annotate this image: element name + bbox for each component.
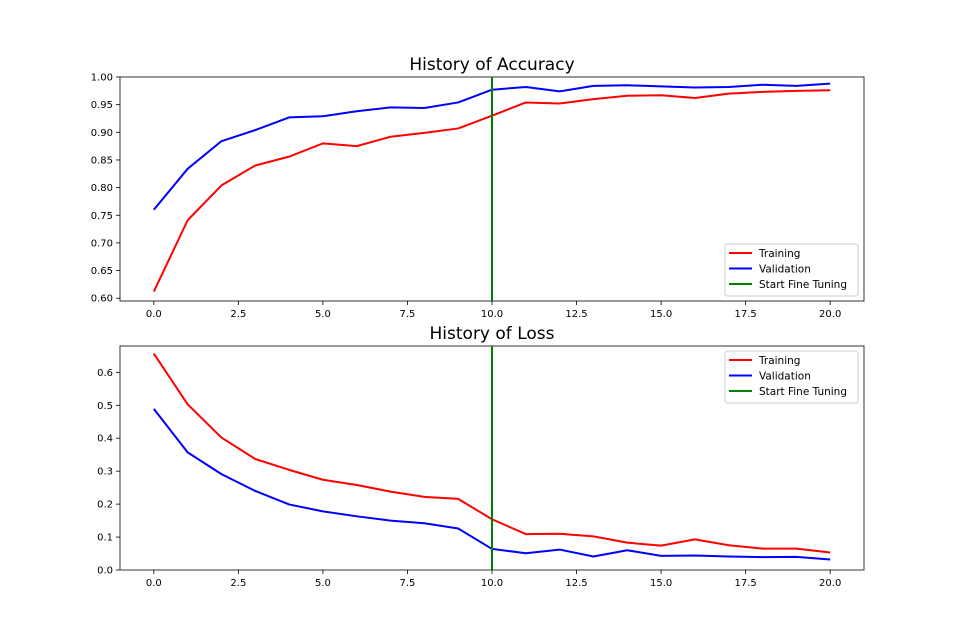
loss-x-tick-label: 7.5 — [400, 578, 416, 589]
accuracy-y-tick-label: 1.00 — [91, 73, 113, 84]
loss-x-tick-label: 17.5 — [735, 578, 757, 589]
accuracy-legend-label: Start Fine Tuning — [759, 279, 847, 291]
accuracy-y-tick-label: 0.90 — [91, 128, 113, 139]
loss-x-tick-label: 0.0 — [146, 578, 162, 589]
accuracy-x-tick-label: 12.5 — [565, 309, 587, 320]
loss-chart: History of Loss 0.0 2.5 5.0 7.5 10.0 12.5 15.0… — [97, 324, 865, 589]
loss-y-tick-label: 0.5 — [97, 401, 113, 412]
accuracy-legend-label: Validation — [759, 263, 811, 275]
accuracy-chart: History of Accuracy 0.0 2.5 5.0 7.5 10.0 12.5… — [91, 55, 865, 320]
accuracy-legend: Training Validation Start Fine Tuning — [724, 243, 859, 297]
loss-x-tick-label: 5.0 — [315, 578, 331, 589]
accuracy-x-tick-label: 7.5 — [400, 309, 416, 320]
loss-legend-box — [724, 350, 859, 404]
accuracy-y-tick-label: 0.85 — [91, 155, 113, 166]
accuracy-legend-box — [724, 243, 859, 297]
accuracy-legend-label: Training — [758, 248, 800, 260]
loss-y-tick-label: 0.6 — [97, 368, 113, 379]
accuracy-y-tick-label: 0.80 — [91, 183, 113, 194]
loss-legend: Training Validation Start Fine Tuning — [724, 350, 859, 404]
loss-x-tick-label: 15.0 — [650, 578, 672, 589]
accuracy-y-tick-label: 0.65 — [91, 266, 113, 277]
loss-y-tick-label: 0.0 — [97, 566, 113, 577]
accuracy-x-tick-label: 0.0 — [146, 309, 162, 320]
loss-x-tick-label: 20.0 — [819, 578, 841, 589]
accuracy-chart-title: History of Accuracy — [409, 55, 574, 75]
accuracy-x-tick-label: 17.5 — [735, 309, 757, 320]
loss-legend-label: Start Fine Tuning — [759, 386, 847, 398]
loss-y-tick-label: 0.3 — [97, 467, 113, 478]
loss-y-tick-label: 0.2 — [97, 500, 113, 511]
loss-y-tick-label: 0.1 — [97, 533, 113, 544]
accuracy-x-tick-label: 15.0 — [650, 309, 672, 320]
accuracy-x-tick-label: 2.5 — [230, 309, 246, 320]
loss-x-tick-label: 12.5 — [565, 578, 587, 589]
loss-x-tick-label: 2.5 — [230, 578, 246, 589]
accuracy-x-tick-label: 20.0 — [819, 309, 841, 320]
loss-chart-title: History of Loss — [430, 324, 555, 344]
accuracy-x-tick-label: 5.0 — [315, 309, 331, 320]
loss-legend-label: Training — [758, 355, 800, 367]
loss-x-tick-label: 10.0 — [481, 578, 503, 589]
accuracy-y-tick-label: 0.95 — [91, 100, 113, 111]
accuracy-y-tick-label: 0.60 — [91, 294, 113, 305]
accuracy-x-tick-label: 10.0 — [481, 309, 503, 320]
loss-y-tick-label: 0.4 — [97, 434, 113, 445]
loss-legend-label: Validation — [759, 370, 811, 382]
accuracy-y-tick-label: 0.75 — [91, 211, 113, 222]
accuracy-y-tick-label: 0.70 — [91, 238, 113, 249]
